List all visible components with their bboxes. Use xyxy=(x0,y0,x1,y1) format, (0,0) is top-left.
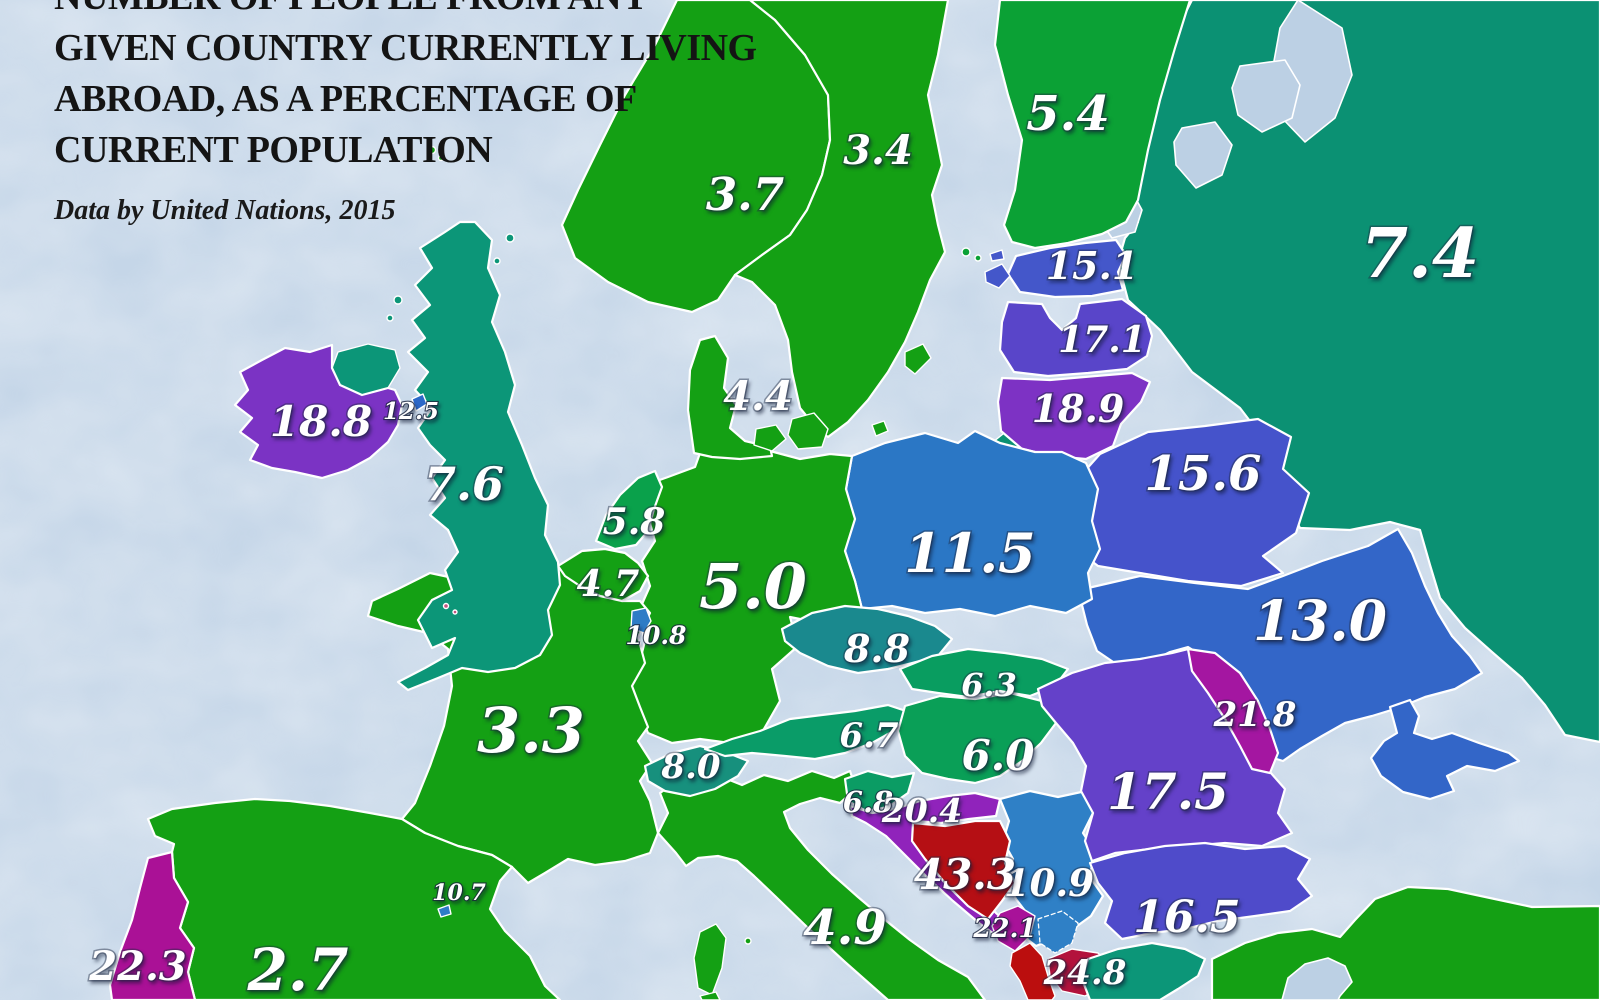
title-line: GIVEN COUNTRY CURRENTLY LIVING xyxy=(54,27,757,69)
island-saaremaa xyxy=(984,263,1011,289)
faroe-islands xyxy=(427,145,437,155)
value-label-hungary: 6.0 xyxy=(961,731,1034,780)
value-label-austria: 6.7 xyxy=(839,716,898,756)
value-label-spain: 2.7 xyxy=(247,936,349,1000)
map-title: NUMBER OF PEOPLE FROM ANY GIVEN COUNTRY … xyxy=(54,0,814,236)
country-belgium xyxy=(556,547,650,603)
value-label-moldova: 21.8 xyxy=(1213,695,1297,735)
country-estonia xyxy=(1006,238,1128,299)
value-label-france: 3.3 xyxy=(477,694,585,767)
shetland-islands xyxy=(505,233,515,243)
value-label-switzerland: 8.0 xyxy=(660,747,720,787)
title-line: ABROAD, AS A PERCENTAGE OF xyxy=(54,78,637,120)
value-label-united-kingdom: 7.6 xyxy=(424,457,504,511)
island-sardinia xyxy=(699,991,721,1000)
country-montenegro xyxy=(991,905,1036,952)
country-portugal xyxy=(108,850,197,1000)
lake-onega xyxy=(1173,121,1233,189)
channel-islands xyxy=(452,609,458,615)
island-hiiumaa xyxy=(989,249,1005,262)
country-luxembourg xyxy=(630,607,652,634)
value-label-romania: 17.5 xyxy=(1107,762,1229,821)
crimea-peninsula xyxy=(1369,698,1521,801)
country-ireland xyxy=(233,343,404,480)
value-label-denmark: 4.4 xyxy=(723,373,793,420)
country-slovenia xyxy=(843,769,916,813)
value-label-ireland: 18.8 xyxy=(270,397,372,446)
region-kosovo xyxy=(1037,910,1079,954)
value-label-estonia: 15.1 xyxy=(1046,243,1139,288)
value-label-sweden: 3.4 xyxy=(843,127,913,174)
value-label-czechia: 8.8 xyxy=(843,626,910,671)
island-zealand xyxy=(787,412,829,450)
country-lithuania xyxy=(996,371,1152,461)
title-line-clipped: NUMBER OF PEOPLE FROM ANY xyxy=(54,0,814,23)
country-denmark xyxy=(686,334,774,461)
country-finland xyxy=(993,0,1192,250)
country-isle-of-man xyxy=(411,393,428,412)
country-switzerland xyxy=(643,744,750,798)
value-label-netherlands: 5.8 xyxy=(603,501,666,543)
value-label-croatia: 20.4 xyxy=(881,791,962,830)
value-label-latvia: 17.1 xyxy=(1058,319,1146,361)
country-romania xyxy=(1036,647,1294,863)
value-label-portugal: 22.3 xyxy=(88,943,186,990)
country-latvia xyxy=(998,297,1154,378)
country-andorra xyxy=(437,904,452,918)
hebrides-islands xyxy=(386,314,394,322)
value-label-poland: 11.5 xyxy=(904,521,1036,585)
title-line: CURRENT POPULATION xyxy=(54,129,493,171)
value-label-lithuania: 18.9 xyxy=(1032,386,1125,431)
value-label-belarus: 15.6 xyxy=(1145,446,1262,502)
value-label-slovakia: 6.3 xyxy=(961,666,1017,704)
value-label-north-macedonia: 24.8 xyxy=(1043,953,1127,993)
value-label-bulgaria: 16.5 xyxy=(1133,892,1240,943)
island-gotland xyxy=(904,343,932,375)
aland-islands xyxy=(961,247,971,257)
channel-islands xyxy=(442,602,450,610)
country-moldova xyxy=(1186,647,1280,775)
value-label-bosnia: 43.3 xyxy=(914,850,1016,899)
value-label-russia: 7.4 xyxy=(1361,214,1479,294)
hebrides-islands xyxy=(393,295,403,305)
country-netherlands xyxy=(594,469,664,551)
map-subtitle: Data by United Nations, 2015 xyxy=(54,195,396,226)
country-italy xyxy=(656,769,987,1000)
sea-of-marmara xyxy=(1281,957,1353,1000)
value-label-luxembourg: 10.8 xyxy=(626,621,687,650)
island-funen xyxy=(753,424,787,452)
country-albania xyxy=(1009,942,1056,1000)
value-label-andorra: 10.7 xyxy=(432,880,486,906)
value-label-germany: 5.0 xyxy=(699,550,807,623)
value-label-ukraine: 13.0 xyxy=(1253,588,1387,653)
island-corsica xyxy=(693,923,727,996)
value-label-isle-of-man: 12.5 xyxy=(383,398,439,425)
country-hungary xyxy=(896,691,1058,785)
value-label-norway: 3.7 xyxy=(706,168,784,221)
aland-islands xyxy=(974,254,982,262)
value-label-finland: 5.4 xyxy=(1026,86,1110,142)
island-elba xyxy=(744,937,752,945)
country-bulgaria xyxy=(1088,841,1314,941)
value-label-serbia: 10.9 xyxy=(1004,861,1094,905)
country-united-kingdom xyxy=(396,220,562,692)
value-label-italy: 4.9 xyxy=(803,900,887,956)
value-label-montenegro: 22.1 xyxy=(972,914,1036,944)
faroe-islands xyxy=(437,154,445,162)
value-label-belgium: 4.7 xyxy=(577,563,640,605)
lake-ladoga xyxy=(1231,59,1301,133)
orkney-islands xyxy=(493,257,501,265)
country-bosnia-and-herzegovina xyxy=(910,819,1017,921)
island-bornholm xyxy=(871,420,889,437)
value-label-slovenia: 6.8 xyxy=(843,785,893,819)
country-greece xyxy=(1080,941,1207,1000)
